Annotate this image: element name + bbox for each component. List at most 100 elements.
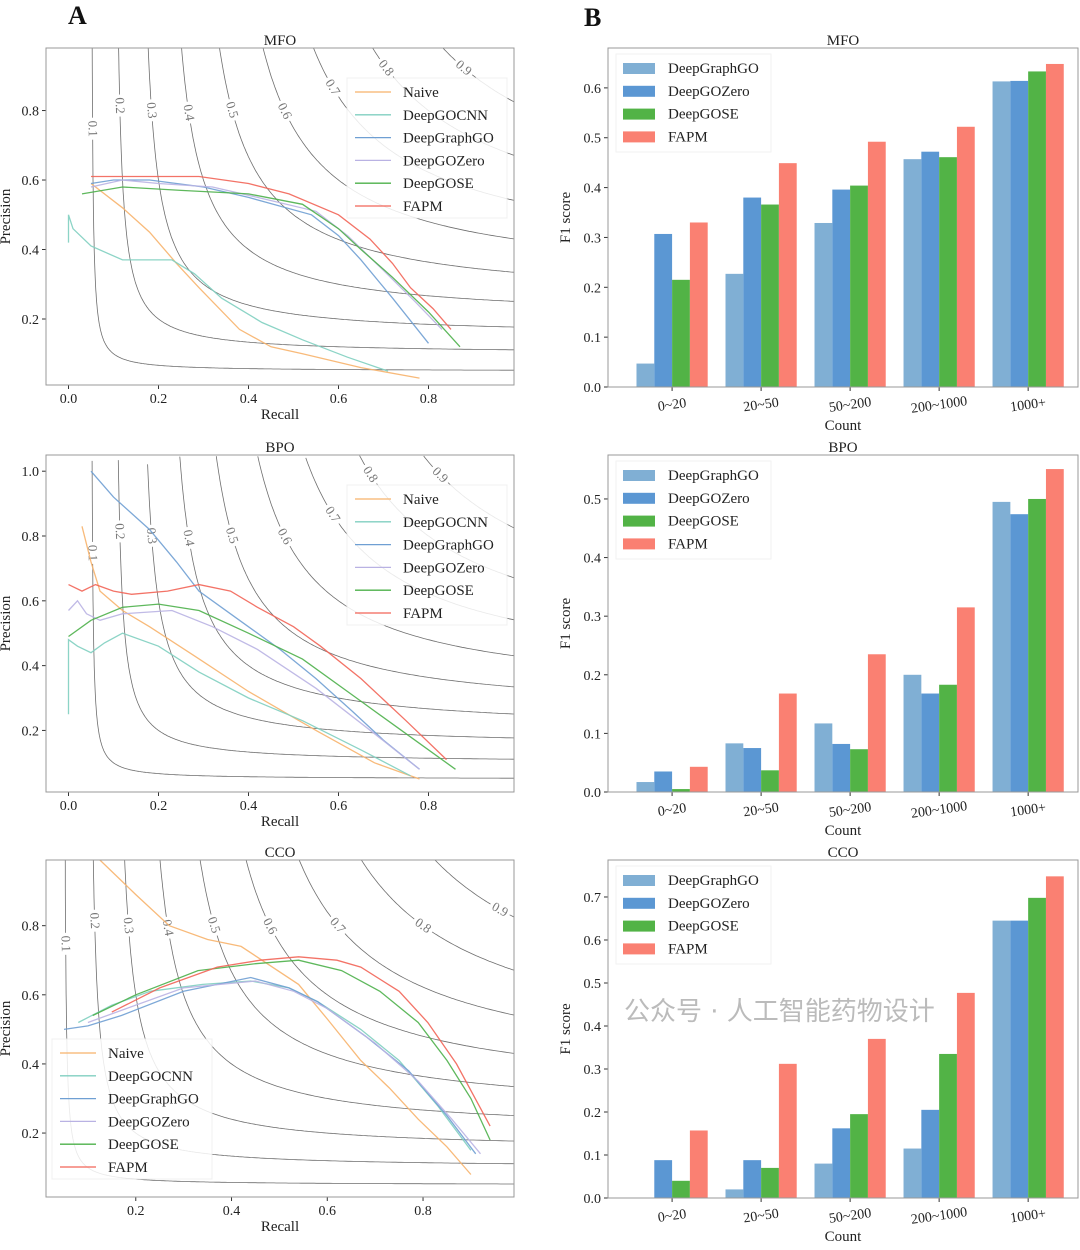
iso-f1-label: 0.4 — [160, 918, 178, 937]
series-line-deepgose — [81, 186, 461, 348]
x-tick-label: 0.8 — [420, 799, 438, 814]
iso-f1-label-bg — [159, 915, 177, 940]
x-tick-label: 50~200 — [828, 800, 872, 821]
mfo-line-chart: MFO 0.2 0.4 0.6 0.8 Precision Recall 0.0 0.2 0.4 0… — [0, 33, 515, 423]
y-axis-label: Precision — [0, 1000, 14, 1056]
iso-f1-label: 0.2 — [112, 97, 128, 114]
legend: Naive DeepGOCNN DeepGraphGO DeepGOZero DeepG… — [346, 484, 508, 626]
legend-box — [346, 77, 508, 219]
iso-f1-label-bg — [222, 522, 242, 548]
iso-f1-label-bg — [85, 541, 100, 565]
bar-deepgraphgo-20~50 — [725, 743, 744, 792]
legend-swatch — [623, 131, 655, 143]
iso-f1-label-bg — [112, 520, 128, 543]
legend-label: DeepGraphGO — [403, 131, 494, 147]
legend-swatch — [623, 85, 655, 97]
iso-f1-label-bg — [222, 97, 242, 123]
y-tick-label: 0.5 — [584, 977, 602, 992]
iso-f1-label-bg — [143, 98, 160, 122]
legend-label: DeepGraphGO — [108, 1092, 199, 1108]
legend-label: DeepGOSE — [668, 107, 739, 123]
legend-swatch — [623, 920, 655, 932]
legend-label: DeepGOSE — [403, 176, 474, 192]
bar-fapm-1000+ — [1045, 876, 1064, 1198]
bar-fapm-20~50 — [778, 1063, 797, 1198]
iso-f1-curve — [215, 456, 514, 688]
iso-f1-label-bg — [450, 55, 477, 81]
x-tick-label: 0~20 — [657, 801, 687, 820]
iso-f1-label: 0.4 — [180, 529, 198, 548]
bar-deepgose-0~20 — [672, 1180, 690, 1198]
x-axis-label: Recall — [261, 407, 299, 423]
bar-deepgraphgo-1000+ — [992, 81, 1011, 387]
iso-f1-label: 0.3 — [144, 527, 160, 545]
x-tick-label: 0.4 — [240, 799, 258, 814]
iso-f1-curve — [147, 464, 514, 739]
x-tick-label: 50~200 — [828, 395, 872, 416]
bar-deepgose-200~1000 — [939, 1053, 957, 1198]
bar-deepgose-50~200 — [850, 185, 868, 387]
x-tick-label: 0.4 — [223, 1204, 241, 1219]
x-tick-label: 20~50 — [743, 396, 780, 416]
iso-f1-label: 0.2 — [112, 523, 128, 540]
legend-swatch — [623, 538, 655, 550]
series-lines — [67, 175, 461, 379]
bar-fapm-200~1000 — [956, 607, 975, 792]
bar-fapm-1000+ — [1045, 63, 1064, 387]
bar-deepgozero-0~20 — [654, 233, 673, 387]
y-tick-label: 0.7 — [584, 891, 602, 906]
iso-f1-curve — [159, 860, 514, 1116]
x-tick-label: 20~50 — [743, 1207, 780, 1227]
x-tick-label: 0.4 — [240, 392, 258, 407]
x-tick-label: 1000+ — [1009, 801, 1047, 821]
series-line-deepgocnn — [67, 632, 411, 777]
x-tick-label: 1000+ — [1009, 1207, 1047, 1227]
bar-fapm-50~200 — [867, 1038, 886, 1198]
x-tick-label: 1000+ — [1009, 396, 1047, 416]
legend-label: DeepGOSE — [403, 583, 474, 599]
x-tick-label: 200~1000 — [910, 1205, 968, 1228]
legend-label: DeepGOZero — [403, 153, 485, 169]
iso-f1-label-bg — [87, 909, 103, 933]
y-tick-label: 0.2 — [584, 281, 602, 296]
legend-label: DeepGOCNN — [108, 1069, 193, 1085]
bar-deepgozero-20~50 — [743, 197, 762, 387]
x-tick-label: 0.2 — [150, 799, 168, 814]
plot-frame — [607, 47, 1079, 388]
iso-f1-label-bg — [143, 524, 160, 548]
y-axis-label: Precision — [0, 188, 14, 244]
bar-deepgose-50~200 — [850, 1114, 868, 1198]
iso-f1-label-bg — [373, 54, 399, 81]
legend-label: DeepGOSE — [108, 1137, 179, 1153]
plot-frame — [45, 859, 515, 1198]
y-tick-label: 0.0 — [584, 381, 602, 396]
bar-deepgozero-0~20 — [654, 771, 673, 792]
y-tick-label: 1.0 — [22, 465, 40, 480]
legend: Naive DeepGOCNN DeepGraphGO DeepGOZero DeepG… — [51, 1038, 213, 1180]
bar-deepgraphgo-200~1000 — [903, 674, 922, 792]
series-line-deepgozero — [90, 179, 443, 330]
iso-f1-label: 0.3 — [144, 102, 160, 120]
y-tick-label: 0.2 — [22, 1127, 40, 1142]
series-line-fapm — [91, 175, 452, 330]
bar-deepgozero-50~200 — [832, 1128, 851, 1198]
y-tick-label: 0.0 — [584, 1192, 602, 1207]
y-tick-label: 0.6 — [584, 82, 602, 97]
watermark: 公众号 · 人工智能药物设计 — [624, 997, 935, 1027]
legend: DeepGraphGO DeepGOZero DeepGOSE FAPM — [615, 865, 772, 965]
x-axis-label: Count — [825, 823, 863, 839]
y-tick-label: 0.1 — [584, 331, 602, 346]
bar-deepgraphgo-50~200 — [814, 222, 833, 387]
legend-swatch — [623, 515, 655, 527]
legend-label: DeepGraphGO — [668, 468, 759, 484]
iso-f1-label: 0.9 — [490, 899, 511, 920]
bar-fapm-200~1000 — [956, 992, 975, 1198]
bar-deepgozero-200~1000 — [921, 1109, 940, 1198]
iso-f1-curve — [199, 860, 514, 1087]
x-tick-label: 0~20 — [657, 1207, 687, 1226]
bar-deepgose-1000+ — [1028, 897, 1046, 1198]
y-tick-label: 0.4 — [22, 660, 40, 675]
bar-deepgozero-1000+ — [1010, 80, 1029, 387]
y-axis-label: Precision — [0, 595, 14, 651]
